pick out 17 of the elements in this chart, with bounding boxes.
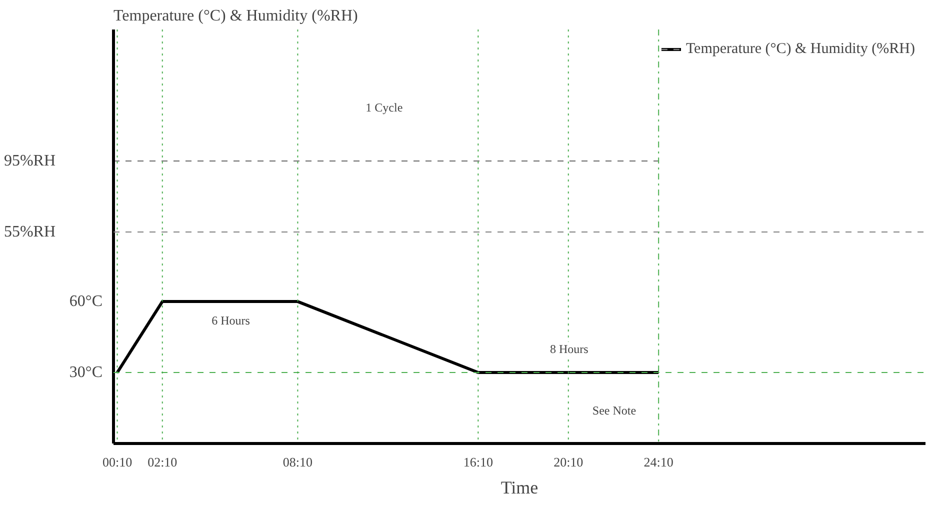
x-tick-label: 00:10	[102, 454, 132, 470]
x-tick-label: 16:10	[463, 454, 493, 470]
y2-tick-label: 55%RH	[4, 224, 56, 241]
x-tick-label: 02:10	[148, 454, 178, 470]
y-axis-title: Temperature (°C) & Humidity (%RH)	[114, 8, 358, 24]
annotation: See Note	[592, 403, 636, 418]
y-tick-label: 30°C	[69, 364, 103, 382]
x-tick-label: 08:10	[282, 454, 313, 470]
annotation: 1 Cycle	[366, 100, 403, 115]
x-axis-title: Time	[500, 478, 538, 498]
y2-tick-label: 95%RH	[4, 152, 56, 170]
y-tick-label: 60°C	[69, 293, 103, 310]
annotation: 8 Hours	[550, 342, 589, 356]
x-tick-label: 20:10	[554, 454, 584, 470]
annotation: 6 Hours	[212, 313, 250, 328]
legend-label: Temperature (°C) & Humidity (%RH)	[686, 40, 915, 58]
x-tick-label: 24:10	[644, 454, 674, 470]
